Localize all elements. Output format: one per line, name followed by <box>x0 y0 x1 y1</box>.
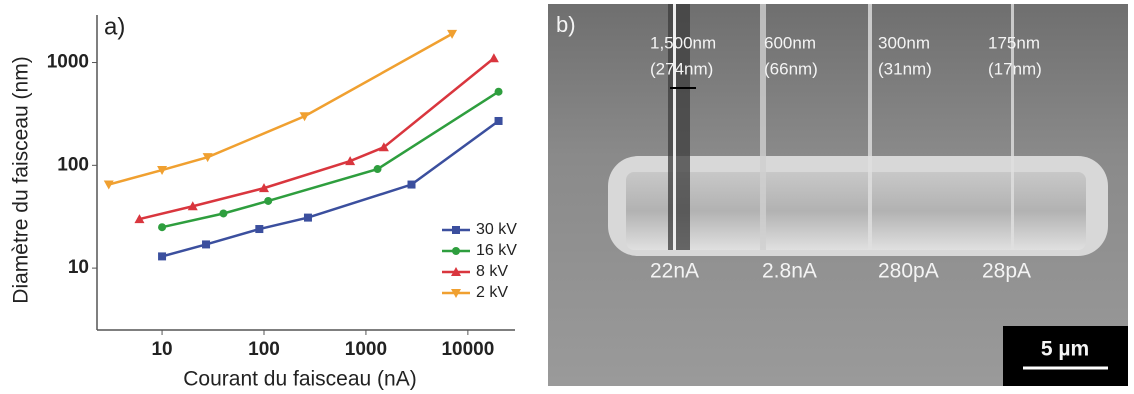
measured-label: (66nm) <box>764 59 818 78</box>
marker <box>488 53 499 63</box>
current-label: 28pA <box>982 260 1031 283</box>
marker <box>255 225 264 234</box>
panel-label: a) <box>104 13 125 40</box>
y-tick-label: 10 <box>68 257 89 278</box>
marker <box>378 142 389 152</box>
cut <box>868 4 872 250</box>
legend-marker <box>452 247 460 255</box>
y-axis-title: Diamètre du faisceau (nm) <box>10 56 33 303</box>
marker <box>158 223 167 232</box>
x-tick-label: 1000 <box>345 339 387 360</box>
marker <box>494 116 503 125</box>
legend-label: 30 kV <box>476 221 517 238</box>
current-label: 280pA <box>878 260 939 283</box>
width-label: 1,500nm <box>650 33 716 52</box>
marker <box>494 87 503 96</box>
legend-label: 2 kV <box>476 284 508 301</box>
width-label: 600nm <box>764 33 816 52</box>
scale-bar-box <box>1003 326 1128 386</box>
marker <box>303 213 312 222</box>
legend-label: 8 kV <box>476 263 508 280</box>
series-line <box>139 57 495 221</box>
marker <box>157 166 168 176</box>
x-tick-label: 10 <box>151 339 172 360</box>
marker <box>187 201 198 211</box>
legend-label: 16 kV <box>476 242 517 259</box>
legend-marker <box>451 289 461 298</box>
marker <box>219 209 228 218</box>
current-label: 2.8nA <box>762 260 817 283</box>
marker <box>345 156 356 166</box>
width-label: 300nm <box>878 33 930 52</box>
marker <box>447 29 458 39</box>
measured-label: (17nm) <box>988 59 1042 78</box>
series-line <box>161 119 500 258</box>
y-tick-label: 1000 <box>47 52 89 73</box>
x-axis-title: Courant du faisceau (nA) <box>183 368 416 391</box>
width-label: 175nm <box>988 33 1040 52</box>
marker <box>103 180 114 190</box>
trench <box>626 172 1086 250</box>
marker <box>258 183 269 193</box>
scale-bar-label: 5 µm <box>1041 338 1089 361</box>
marker <box>264 196 273 205</box>
legend-marker <box>452 226 460 234</box>
measured-label: (274nm) <box>650 59 713 78</box>
cut <box>760 4 766 250</box>
marker <box>134 214 145 224</box>
marker <box>299 112 310 122</box>
chart: a) Courant du faisceau (nA) Diamètre du … <box>10 13 518 391</box>
cut-edge <box>673 4 676 250</box>
legend-marker <box>451 267 461 276</box>
marker <box>202 240 211 249</box>
x-tick-label: 10000 <box>441 339 494 360</box>
y-tick-label: 100 <box>57 154 89 175</box>
sem-image: b) 1,500nm 600nm 300nm 175nm (274nm) (66… <box>548 4 1128 386</box>
measured-label: (31nm) <box>878 59 932 78</box>
x-tick-label: 100 <box>248 339 280 360</box>
series-line <box>161 90 500 229</box>
current-label: 22nA <box>650 260 699 283</box>
marker <box>158 252 167 261</box>
panel-label: b) <box>556 12 576 37</box>
marker <box>373 165 382 174</box>
cut <box>1011 4 1014 250</box>
series-line <box>108 32 453 186</box>
marker <box>202 153 213 163</box>
marker <box>407 180 416 189</box>
